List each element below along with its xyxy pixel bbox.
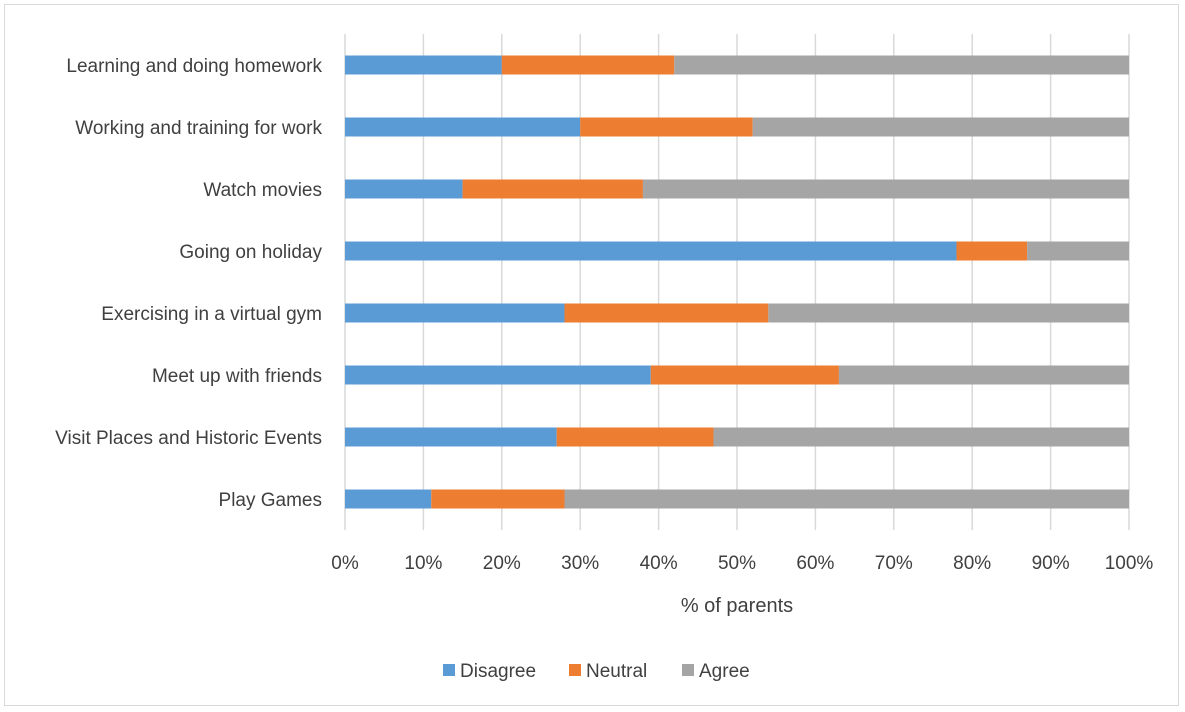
legend-label-neutral: Neutral [586,661,647,682]
bar-neutral-4 [956,241,1028,261]
bar-agree-2 [752,117,1129,137]
category-label: Visit Places and Historic Events [55,428,322,449]
bar-neutral-1 [501,55,675,75]
category-label: Learning and doing homework [66,56,322,77]
legend-label-agree: Agree [699,661,750,682]
category-labels: Learning and doing homework Working and t… [55,56,322,511]
category-label: Play Games [219,490,322,511]
bars [345,55,1129,509]
x-tick-label: 50% [718,553,756,574]
x-tick-label: 30% [561,553,599,574]
bar-neutral-7 [556,427,714,447]
x-tick-label: 100% [1105,553,1154,574]
legend-swatch-agree [682,664,694,676]
legend-label-disagree: Disagree [460,661,536,682]
legend: Disagree Neutral Agree [443,661,750,682]
bar-agree-1 [674,55,1129,75]
category-label: Meet up with friends [152,366,322,387]
bar-agree-3 [642,179,1129,199]
bar-disagree-1 [345,55,502,75]
category-label: Exercising in a virtual gym [101,304,322,325]
bar-neutral-6 [650,365,839,385]
bar-neutral-8 [431,489,565,509]
x-tick-labels: 0% 10% 20% 30% 40% 50% 60% 70% 80% 90% 100% [331,553,1153,574]
bar-disagree-3 [345,179,463,199]
bar-neutral-2 [580,117,753,137]
category-label: Watch movies [203,180,322,201]
bar-neutral-5 [564,303,769,323]
legend-swatch-disagree [443,664,455,676]
gridlines [344,34,1130,530]
x-tick-label: 70% [875,553,913,574]
category-label: Working and training for work [75,118,322,139]
bar-agree-5 [768,303,1129,323]
bar-agree-4 [1027,241,1129,261]
x-tick-label: 80% [953,553,991,574]
bar-disagree-7 [345,427,557,447]
x-axis-title: % of parents [681,595,793,617]
bar-neutral-3 [462,179,643,199]
bar-disagree-8 [345,489,432,509]
bar-agree-6 [838,365,1129,385]
bar-agree-8 [564,489,1129,509]
x-tick-label: 90% [1032,553,1070,574]
bar-disagree-4 [345,241,957,261]
x-tick-label: 10% [404,553,442,574]
x-tick-label: 20% [483,553,521,574]
x-tick-label: 40% [640,553,678,574]
bar-agree-7 [713,427,1129,447]
bar-disagree-6 [345,365,651,385]
x-tick-label: 60% [796,553,834,574]
bar-disagree-5 [345,303,565,323]
category-label: Going on holiday [179,242,322,263]
bar-disagree-2 [345,117,581,137]
legend-swatch-neutral [569,664,581,676]
x-tick-label: 0% [331,553,359,574]
